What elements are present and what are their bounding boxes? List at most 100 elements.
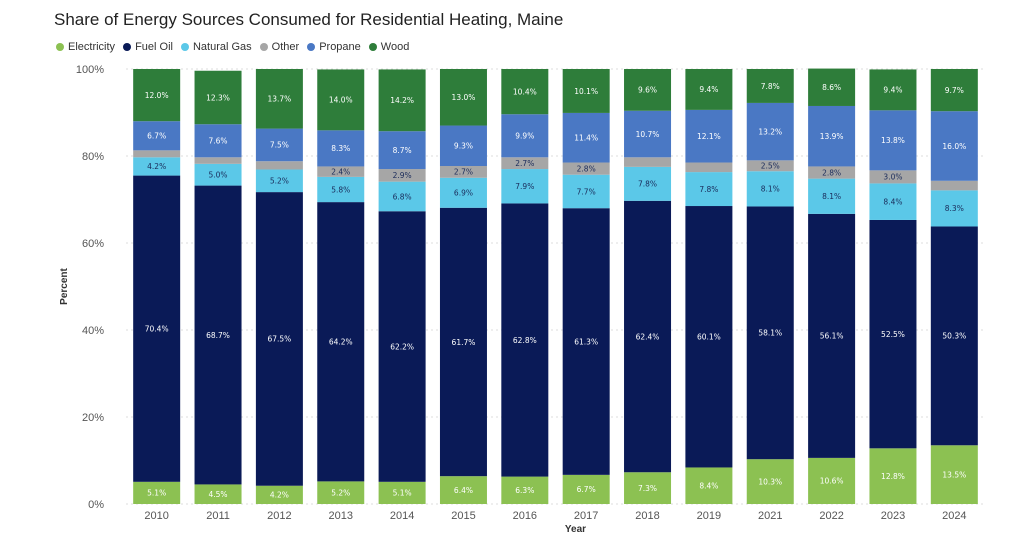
data-label: 12.8% — [881, 472, 905, 481]
bar-segment-fuel-oil — [869, 219, 917, 449]
data-label: 62.4% — [636, 332, 660, 341]
data-label: 8.3% — [331, 144, 350, 153]
data-label: 10.1% — [574, 87, 598, 96]
bar-segment-propane — [317, 130, 365, 167]
data-label: 5.0% — [209, 171, 228, 180]
bar-segment-wood — [378, 69, 426, 132]
bar-segment-propane — [808, 105, 856, 167]
bar-segment-wood — [624, 69, 672, 111]
data-label: 5.1% — [393, 489, 412, 498]
x-tick-label: 2013 — [329, 510, 353, 522]
data-label: 5.1% — [147, 489, 166, 498]
data-label: 13.5% — [942, 470, 966, 479]
data-label: 2.8% — [822, 168, 841, 177]
data-label: 2.4% — [331, 167, 350, 176]
bar-segment-propane — [562, 112, 610, 163]
data-label: 67.5% — [267, 335, 291, 344]
data-label: 12.0% — [145, 91, 169, 100]
legend-item-other[interactable]: Other — [259, 41, 299, 53]
y-tick-label: 60% — [82, 238, 104, 250]
chart-title: Share of Energy Sources Consumed for Res… — [54, 10, 564, 29]
legend-item-wood[interactable]: Wood — [368, 41, 409, 53]
data-label: 62.2% — [390, 342, 414, 351]
data-label: 6.7% — [577, 485, 596, 494]
bar-segment-fuel-oil — [624, 200, 672, 473]
data-label: 2.9% — [393, 171, 412, 180]
data-label: 7.9% — [515, 182, 534, 191]
bar-segment-natural-gas — [624, 166, 672, 201]
x-tick-label: 2010 — [144, 510, 168, 522]
legend-marker-wood — [368, 43, 377, 51]
data-label: 70.4% — [145, 324, 169, 333]
bar-group-2021: 10.3% 58.1% 8.1% 2.5% 13.2% 7.8% — [746, 69, 794, 504]
x-axis-title: Year — [565, 524, 586, 535]
bar-segment-propane — [255, 128, 303, 162]
bar-segment-wood — [439, 69, 487, 126]
x-tick-label: 2015 — [451, 510, 475, 522]
chart-legend: Electricity Fuel Oil Natural Gas Other Propa… — [56, 41, 417, 53]
data-label: 9.6% — [638, 86, 657, 95]
legend-label: Natural Gas — [192, 41, 252, 53]
bar-segment-wood — [501, 69, 549, 115]
data-label: 7.6% — [209, 137, 228, 146]
data-label: 2.5% — [761, 162, 780, 171]
data-label: 16.0% — [942, 142, 966, 151]
data-label: 13.7% — [267, 95, 291, 104]
bar-segment-other — [808, 166, 856, 179]
y-axis-title: Percent — [59, 267, 70, 304]
legend-item-propane[interactable]: Propane — [307, 41, 361, 53]
bar-segment-natural-gas — [133, 157, 181, 176]
data-label: 50.3% — [942, 332, 966, 341]
bar-segment-wood — [317, 69, 365, 131]
bar-segment-wood — [808, 68, 856, 106]
bar-segment-wood — [930, 69, 978, 112]
legend-item-fuel-oil[interactable]: Fuel Oil — [123, 41, 173, 53]
bar-segment-other — [685, 162, 733, 173]
data-label: 9.7% — [945, 86, 964, 95]
bar-segment-wood — [255, 69, 303, 129]
bar-segment-other — [378, 169, 426, 182]
data-label: 9.4% — [883, 86, 902, 95]
bar-segment-fuel-oil — [808, 213, 856, 458]
data-label: 8.3% — [945, 204, 964, 213]
bar-segment-electricity — [685, 467, 733, 504]
legend-item-natural-gas[interactable]: Natural Gas — [180, 41, 252, 53]
bar-group-2012: 4.2% 67.5% 5.2% 7.5% 13.7% — [255, 69, 303, 504]
bar-segment-propane — [378, 131, 426, 170]
bar-segment-natural-gas — [746, 171, 794, 207]
bar-segment-wood — [133, 69, 181, 122]
bar-segment-natural-gas — [255, 169, 303, 193]
x-tick-label: 2019 — [697, 510, 721, 522]
x-tick-label: 2012 — [267, 510, 291, 522]
bar-segment-other — [501, 157, 549, 170]
bar-segment-other — [562, 162, 610, 175]
data-label: 12.1% — [697, 132, 721, 141]
bar-segment-other — [930, 180, 978, 191]
x-tick-label: 2011 — [206, 510, 230, 522]
legend-label: Fuel Oil — [135, 41, 173, 53]
bar-segment-propane — [685, 109, 733, 163]
data-label: 5.2% — [270, 177, 289, 186]
bar-segment-propane — [746, 102, 794, 161]
data-label: 7.8% — [699, 185, 718, 194]
bar-segment-wood — [194, 70, 242, 125]
bar-segment-natural-gas — [562, 174, 610, 209]
bar-group-2010: 5.1% 70.4% 4.2% 6.7% 12.0% — [133, 69, 181, 504]
bar-segment-wood — [562, 69, 610, 113]
y-tick-label: 0% — [88, 499, 104, 511]
data-label: 9.9% — [515, 132, 534, 141]
data-label: 6.8% — [393, 192, 412, 201]
bar-group-2019: 8.4% 60.1% 7.8% 12.1% 9.4% — [685, 69, 733, 504]
bar-segment-propane — [501, 114, 549, 158]
x-tick-label: 2017 — [574, 510, 598, 522]
data-label: 8.6% — [822, 83, 841, 92]
bar-segment-other — [194, 157, 242, 164]
legend-item-electricity[interactable]: Electricity — [56, 41, 115, 53]
bar-segment-electricity — [930, 445, 978, 504]
bar-segment-propane — [439, 125, 487, 167]
bar-segment-wood — [746, 69, 794, 103]
bar-group-2023: 12.8% 52.5% 8.4% 3.0% 13.8% 9.4% — [869, 69, 917, 504]
bar-segment-propane — [930, 111, 978, 181]
y-tick-label: 20% — [82, 412, 104, 424]
bar-segment-other — [869, 170, 917, 184]
